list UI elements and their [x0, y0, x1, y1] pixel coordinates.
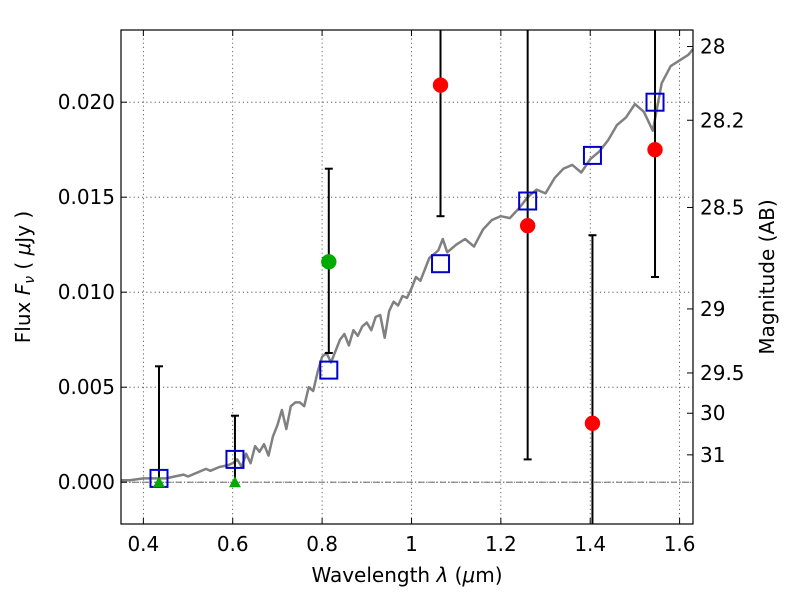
model-square-point — [319, 360, 339, 380]
measured-circle-point — [432, 77, 449, 93]
x-tick-label: 0.8 — [306, 532, 338, 556]
plot-area — [121, 30, 694, 524]
model-square-point — [225, 449, 245, 469]
y-axis-label: Flux Fν ( μJy ) — [11, 211, 38, 343]
y2-tick-label: 28.2 — [700, 108, 745, 132]
model-square-point — [431, 254, 451, 274]
measured-circle-point — [519, 217, 536, 234]
x-tick-label: 0.4 — [127, 532, 159, 556]
y-tick-label: 0.010 — [58, 280, 115, 304]
y2-tick-label: 30 — [700, 401, 725, 425]
x-tick-label: 0.6 — [217, 532, 249, 556]
y-tick-label: 0.020 — [58, 90, 115, 114]
y2-axis-label: Magnitude (AB) — [755, 199, 779, 354]
y-tick-label: 0.000 — [58, 470, 115, 494]
x-tick-label: 1.4 — [574, 532, 606, 556]
measured-circle-point — [647, 141, 663, 158]
x-tick-label: 1.2 — [485, 532, 517, 556]
measured-circle-point — [584, 415, 601, 432]
x-axis-label: Wavelength λ (μm) — [311, 563, 502, 587]
x-tick-label: 1.6 — [664, 532, 696, 556]
plot-frame — [120, 29, 694, 525]
grid — [121, 30, 693, 524]
model-square-point — [582, 145, 602, 165]
spectrum-line — [121, 48, 694, 482]
upper-limit-triangle — [228, 476, 241, 488]
y-tick-label: 0.005 — [58, 375, 115, 399]
y2-tick-label: 28.5 — [700, 195, 745, 219]
ticks: 0.4 0.6 0.8 1 1.2 1.4 1.6 0.000 0.005 0.010 0.015 0… — [58, 30, 745, 556]
measured-circle-point — [321, 254, 337, 270]
y2-tick-label: 31 — [700, 443, 725, 467]
model-square-point — [518, 191, 538, 211]
y-tick-label: 0.015 — [58, 185, 115, 209]
y2-tick-label: 29 — [700, 297, 725, 321]
upper-limit-triangle — [152, 476, 165, 488]
y2-tick-label: 29.5 — [700, 361, 745, 385]
model-square-point — [645, 92, 665, 112]
y2-tick-label: 28 — [700, 35, 725, 59]
x-tick-label: 1 — [405, 532, 418, 556]
